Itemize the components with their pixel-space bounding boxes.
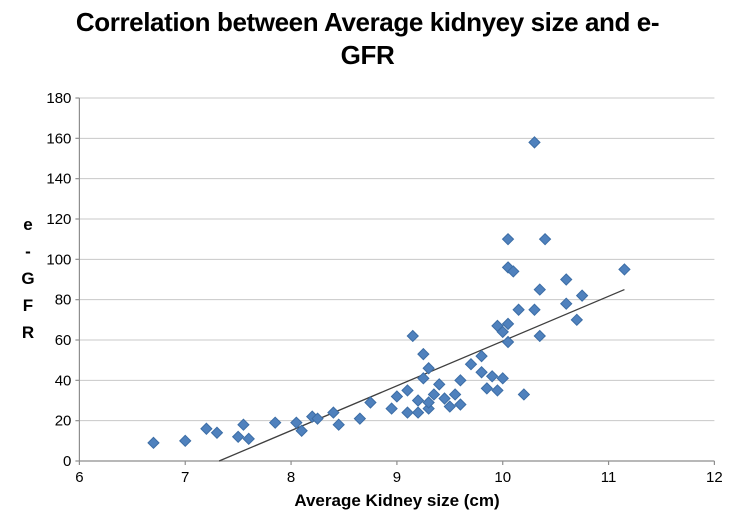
data-point: [295, 424, 308, 437]
x-tick-label: 11: [601, 469, 617, 486]
y-axis-title-letter: F: [22, 296, 34, 315]
chart-title: Correlation between Average kidnyey size…: [75, 6, 660, 72]
data-point: [200, 422, 213, 435]
data-point: [533, 283, 546, 296]
data-point: [433, 378, 446, 391]
data-point: [411, 406, 425, 419]
data-point: [480, 382, 494, 395]
data-point: [268, 416, 282, 429]
y-tick-label: 120: [46, 211, 71, 228]
data-point: [290, 416, 303, 429]
data-point: [438, 392, 451, 405]
y-tick-label: 60: [55, 332, 72, 349]
data-point: [443, 400, 457, 413]
data-point: [385, 402, 398, 415]
data-point: [353, 412, 367, 425]
data-point: [533, 329, 546, 343]
data-point: [485, 370, 499, 383]
x-tick-label: 12: [706, 469, 723, 486]
chart-title-line1: Correlation between Average kidnyey size…: [75, 7, 660, 37]
y-axis-title-letter: R: [21, 323, 35, 342]
y-tick-label: 0: [63, 453, 71, 470]
data-point: [422, 396, 435, 409]
data-point: [501, 317, 515, 331]
data-point: [390, 390, 404, 403]
data-point: [231, 430, 245, 444]
data-point: [570, 313, 584, 327]
y-tick-label: 160: [46, 130, 71, 147]
chart-title-line2: GFR: [340, 40, 395, 70]
data-point: [448, 388, 462, 401]
data-point: [147, 436, 160, 450]
data-point: [422, 362, 435, 375]
x-axis-title: Average Kidney size (cm): [294, 491, 500, 510]
y-tick-label: 40: [55, 372, 72, 389]
data-point: [507, 265, 520, 278]
data-point: [496, 372, 509, 385]
data-point: [332, 418, 345, 431]
data-point: [401, 406, 414, 419]
y-tick-label: 20: [55, 413, 72, 430]
data-point: [560, 273, 573, 286]
data-point: [560, 297, 573, 310]
y-tick-label: 180: [46, 90, 71, 107]
data-point: [454, 374, 467, 387]
data-point: [475, 349, 488, 363]
data-point: [364, 396, 377, 409]
data-point: [427, 388, 441, 401]
data-point: [327, 406, 340, 419]
data-point: [464, 357, 478, 371]
data-point: [237, 418, 250, 431]
data-point: [475, 366, 488, 379]
data-point: [417, 347, 430, 361]
data-point: [454, 398, 467, 411]
x-tick-label: 10: [494, 469, 511, 486]
y-tick-label: 100: [46, 251, 71, 268]
data-point: [242, 432, 255, 446]
x-tick-label: 8: [287, 469, 295, 486]
data-point: [501, 335, 515, 349]
data-point: [401, 384, 414, 397]
data-point: [417, 372, 430, 385]
data-point: [210, 426, 224, 439]
data-point: [528, 303, 541, 316]
data-point: [491, 384, 504, 397]
data-point: [311, 412, 324, 425]
x-tick-label: 6: [75, 469, 83, 486]
x-tick-label: 9: [393, 469, 401, 486]
x-tick-label: 7: [181, 469, 189, 486]
data-point: [179, 434, 192, 448]
data-point: [575, 289, 589, 302]
data-point: [512, 303, 525, 316]
y-tick-label: 140: [46, 171, 71, 188]
data-point: [517, 388, 531, 401]
y-axis-title-letter: -: [25, 242, 31, 261]
data-point: [528, 136, 541, 149]
data-point: [501, 232, 515, 246]
data-point: [411, 394, 425, 407]
data-point: [538, 232, 552, 246]
y-axis-title-letter: e: [23, 215, 33, 234]
data-point: [406, 329, 419, 343]
y-axis-title-letter: G: [21, 269, 35, 288]
data-point: [496, 325, 509, 339]
data-point: [618, 263, 631, 276]
y-tick-label: 80: [55, 292, 72, 309]
